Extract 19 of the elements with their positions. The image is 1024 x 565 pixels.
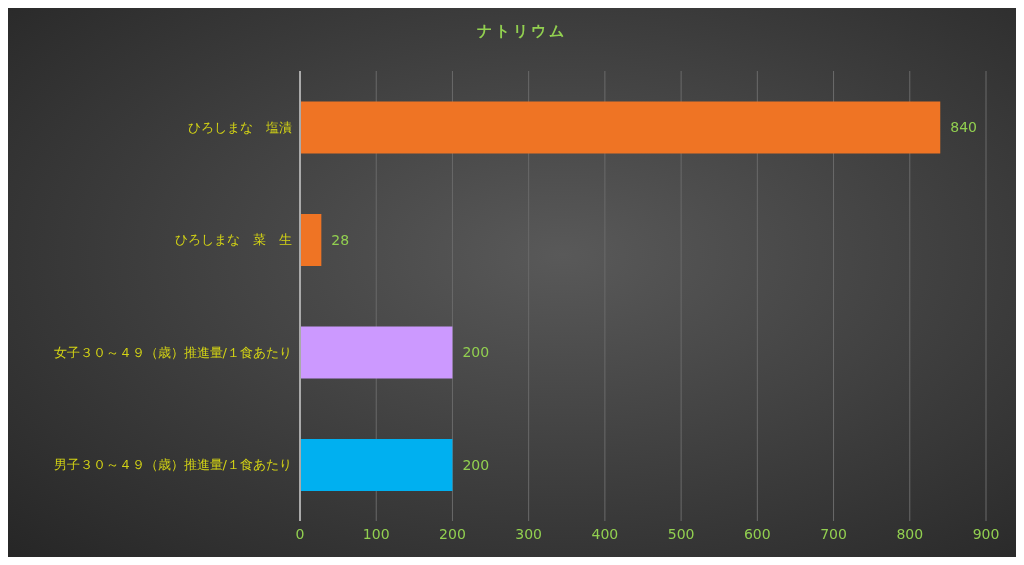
x-tick-label: 700	[820, 525, 847, 542]
chart-title: ナトリウム	[477, 22, 567, 40]
x-tick-label: 200	[439, 525, 466, 542]
data-label: 840	[950, 119, 977, 136]
data-label: 200	[462, 456, 490, 473]
x-tick-label: 300	[515, 525, 543, 542]
y-tick-label: ひろしまな 塩漬	[188, 119, 292, 135]
x-tick-label: 600	[743, 525, 771, 542]
data-label: 28	[331, 231, 350, 248]
x-tick-label: 900	[972, 525, 1000, 542]
x-tick-label: 800	[896, 525, 924, 542]
x-tick-label: 400	[591, 525, 619, 542]
y-tick-label: 女子３０～４９（歳）推進量/１食あたり	[53, 344, 292, 360]
y-tick-label: ひろしまな 菜 生	[175, 232, 292, 248]
y-tick-label: 男子３０～４９（歳）推進量/１食あたり	[53, 457, 292, 473]
data-label: 200	[462, 344, 490, 361]
x-tick-label: 100	[362, 525, 390, 542]
x-tick-label: 500	[667, 525, 695, 542]
x-tick-label: 0	[295, 525, 305, 542]
